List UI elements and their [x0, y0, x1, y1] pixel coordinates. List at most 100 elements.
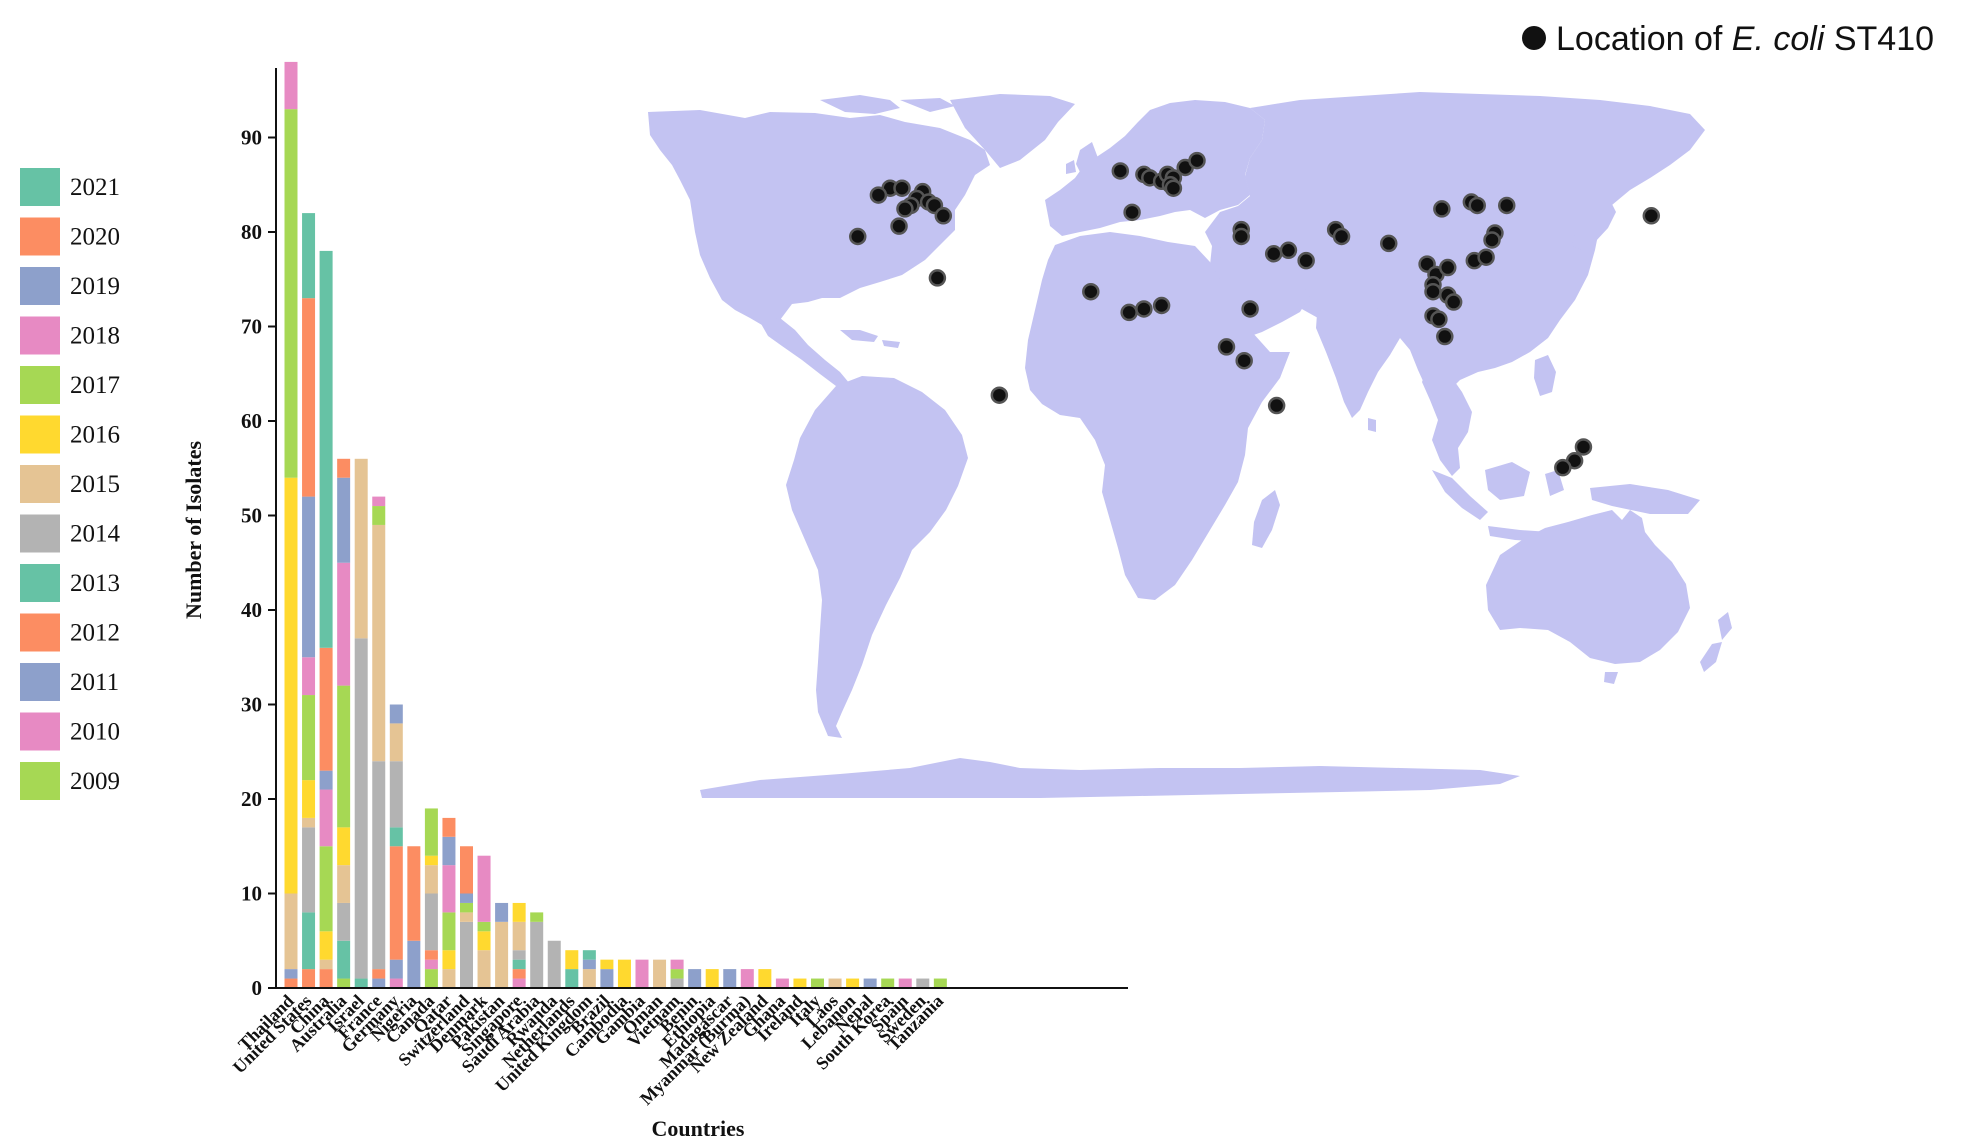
legend-label-2020: 2020	[70, 224, 120, 251]
y-tick-label: 90	[241, 126, 262, 150]
bar-segment	[512, 978, 526, 988]
bar-segment	[775, 978, 789, 988]
europe-landmass	[1045, 100, 1265, 236]
bar-segment	[442, 912, 456, 951]
africa-landmass	[1025, 232, 1290, 600]
bar-segment	[302, 298, 316, 497]
bar-stack	[758, 969, 772, 988]
bar-stack	[424, 808, 438, 988]
isolate-location-marker	[1164, 179, 1183, 197]
bar-segment	[389, 761, 403, 828]
legend-label-2010: 2010	[70, 719, 120, 746]
southeast-asia-landmass	[1422, 360, 1472, 476]
bar-stack	[688, 969, 702, 988]
bar-segment	[653, 959, 667, 988]
bar-segment	[460, 893, 473, 903]
indonesia-landmass	[1432, 462, 1700, 542]
bar-segment	[372, 524, 386, 762]
bar-segment	[284, 978, 298, 988]
legend-label-2019: 2019	[70, 273, 120, 300]
isolate-location-marker	[1380, 234, 1398, 253]
legend-label-2013: 2013	[70, 570, 120, 597]
legend-label-2021: 2021	[70, 174, 120, 201]
bar-stack	[565, 950, 579, 988]
isolate-location-marker	[990, 386, 1009, 404]
bar-segment	[846, 978, 860, 988]
bar-segment	[337, 865, 351, 903]
isolate-location-marker	[928, 269, 947, 287]
bar-segment	[477, 921, 491, 932]
bar-segment	[512, 969, 526, 979]
bar-segment	[372, 496, 386, 507]
y-tick-label: 50	[241, 504, 262, 528]
bar-stack	[775, 978, 789, 988]
legend-swatch-2012	[20, 613, 60, 652]
isolate-location-marker	[1468, 196, 1486, 215]
isolate-location-marker	[896, 200, 914, 218]
bar-segment	[302, 213, 316, 299]
british-isles-landmass	[1066, 142, 1098, 176]
bar-segment	[354, 978, 368, 988]
bar-segment	[337, 902, 351, 941]
bar-segment	[302, 912, 316, 970]
world-map: Location of E. coli ST410	[648, 20, 1934, 798]
bar-segment	[424, 865, 438, 894]
bar-segment	[302, 969, 316, 988]
isolate-location-marker	[1267, 396, 1286, 415]
bar-stack	[354, 458, 368, 988]
bar-segment	[337, 978, 351, 988]
y-tick-label: 60	[241, 409, 262, 433]
isolate-location-marker	[1554, 458, 1572, 477]
bar-segment	[477, 950, 491, 988]
bar-stack	[846, 978, 860, 988]
bar-segment	[319, 846, 333, 932]
bar-segment	[442, 969, 456, 988]
bar-stack	[811, 978, 824, 988]
isolate-location-marker	[1232, 227, 1250, 246]
bar-stack	[547, 940, 561, 988]
isolate-location-marker	[890, 217, 908, 235]
bar-segment	[512, 950, 526, 960]
bar-segment	[512, 902, 526, 922]
bar-segment	[495, 902, 509, 922]
y-axis-title: Number of Isolates	[181, 441, 206, 619]
bar-stack	[582, 950, 596, 988]
legend-swatch-2018	[20, 316, 60, 355]
bar-stack	[740, 969, 754, 988]
isolate-location-marker	[1135, 300, 1153, 318]
bar-segment	[319, 931, 333, 960]
bar-stack	[372, 496, 386, 988]
bar-stack	[863, 978, 877, 988]
bar-segment	[460, 912, 473, 922]
legend-swatch-2009	[20, 762, 60, 800]
bar-stack	[460, 846, 473, 988]
bar-segment	[284, 893, 298, 970]
x-axis-title: Countries	[652, 1116, 745, 1141]
australia-landmass	[1486, 510, 1690, 664]
bar-segment	[407, 846, 421, 941]
bar-stack	[881, 978, 895, 988]
isolate-location-marker	[1111, 162, 1130, 180]
isolate-location-marker	[1433, 200, 1451, 218]
legend-swatch-2019	[20, 267, 60, 305]
bar-stack	[933, 978, 947, 988]
bar-segment	[389, 704, 403, 724]
legend-swatch-2016	[20, 415, 60, 454]
map-title: Location of E. coli ST410	[1522, 20, 1934, 58]
bar-segment	[337, 477, 351, 563]
legend-swatch-2021	[20, 168, 60, 206]
bar-segment	[863, 978, 877, 988]
bar-segment	[512, 959, 526, 970]
bar-segment	[617, 959, 631, 988]
bar-stack	[705, 969, 719, 988]
bar-segment	[284, 61, 298, 110]
y-tick-label: 80	[241, 220, 262, 244]
bar-segment	[582, 969, 596, 988]
legend-swatch-2011	[20, 663, 60, 701]
bar-segment	[723, 969, 737, 988]
bar-stacks	[284, 61, 947, 988]
bar-stack	[600, 959, 614, 988]
y-axis-ticks: 0 10 20 30 40 50 60 70 80 90	[241, 126, 276, 1000]
isolate-location-marker	[1430, 310, 1448, 329]
